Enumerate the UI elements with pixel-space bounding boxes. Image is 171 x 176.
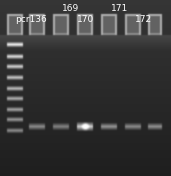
Text: pcr136: pcr136 bbox=[15, 15, 47, 24]
Text: 170: 170 bbox=[77, 15, 94, 24]
Text: 171: 171 bbox=[111, 4, 128, 13]
Text: 169: 169 bbox=[62, 4, 79, 13]
Text: 172: 172 bbox=[135, 15, 152, 24]
